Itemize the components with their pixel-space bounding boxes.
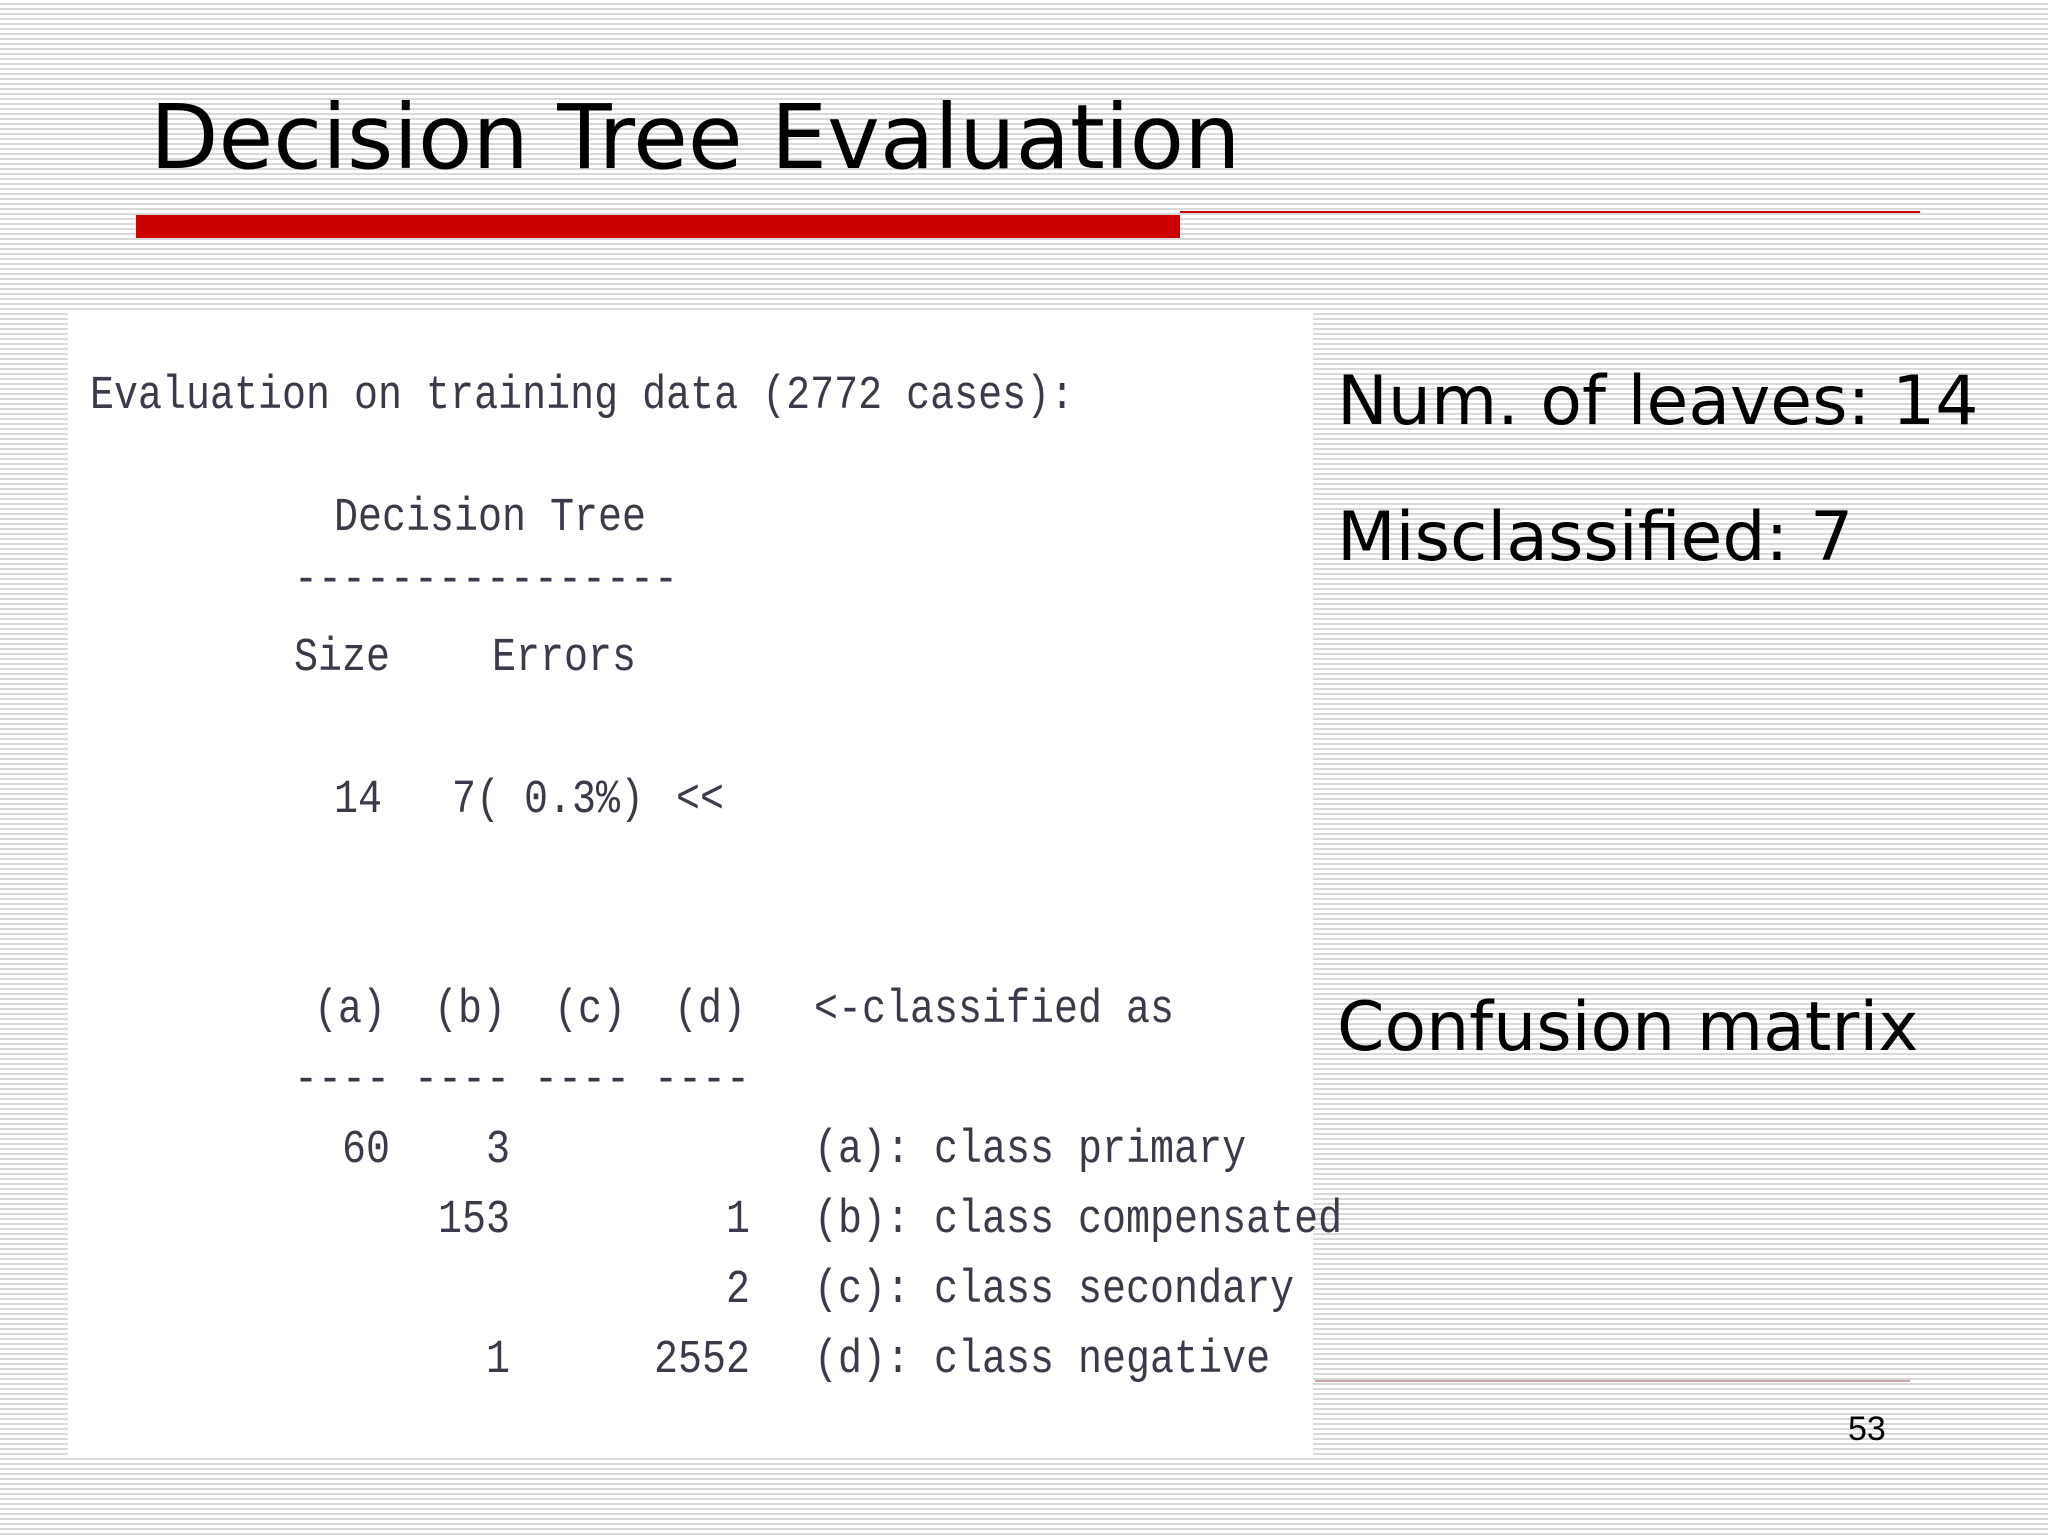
title-underline-thin <box>1180 211 1920 213</box>
matrix-column-dashes: ---- <box>534 1054 631 1108</box>
leaves-count-note: Num. of leaves: 14 <box>1337 362 1979 441</box>
size-header: Size <box>294 632 391 686</box>
page-number: 53 <box>1848 1410 1886 1448</box>
matrix-column-header: (b) <box>434 984 507 1038</box>
footer-rule <box>1315 1380 1910 1382</box>
best-marker: << <box>676 774 725 828</box>
matrix-row-label: (d): class negative <box>814 1334 1271 1388</box>
slide-title: Decision Tree Evaluation <box>150 85 1241 189</box>
matrix-column-dashes: ---- <box>294 1054 391 1108</box>
matrix-column-header: (c) <box>554 984 627 1038</box>
matrix-cell: 2 <box>725 1264 750 1318</box>
classified-as-label: <-classified as <box>814 984 1175 1038</box>
matrix-cell: 1 <box>725 1194 750 1248</box>
matrix-cell: 3 <box>485 1124 510 1178</box>
matrix-column-dashes: ---- <box>654 1054 751 1108</box>
matrix-cell: 2552 <box>654 1334 751 1388</box>
misclassified-note: Misclassified: 7 <box>1337 498 1854 577</box>
tree-label: Decision Tree <box>334 492 647 546</box>
evaluation-output-panel: Evaluation on training data (2772 cases)… <box>68 313 1342 1456</box>
matrix-row-label: (c): class secondary <box>814 1264 1295 1318</box>
errors-header: Errors <box>492 632 637 686</box>
matrix-cell: 1 <box>485 1334 510 1388</box>
matrix-row-label: (a): class primary <box>814 1124 1247 1178</box>
errors-value: 7( 0.3%) <box>452 774 645 828</box>
matrix-column-dashes: ---- <box>414 1054 511 1108</box>
evaluation-heading: Evaluation on training data (2772 cases)… <box>90 370 1075 424</box>
confusion-matrix-note: Confusion matrix <box>1337 988 1919 1067</box>
matrix-cell: 153 <box>437 1194 510 1248</box>
matrix-row-label: (b): class compensated <box>814 1194 1343 1248</box>
title-underline-accent <box>136 215 1180 238</box>
size-value: 14 <box>334 774 383 828</box>
tree-dashes: ---------------- <box>294 554 679 608</box>
matrix-cell: 60 <box>341 1124 390 1178</box>
matrix-column-header: (a) <box>314 984 387 1038</box>
matrix-column-header: (d) <box>674 984 747 1038</box>
